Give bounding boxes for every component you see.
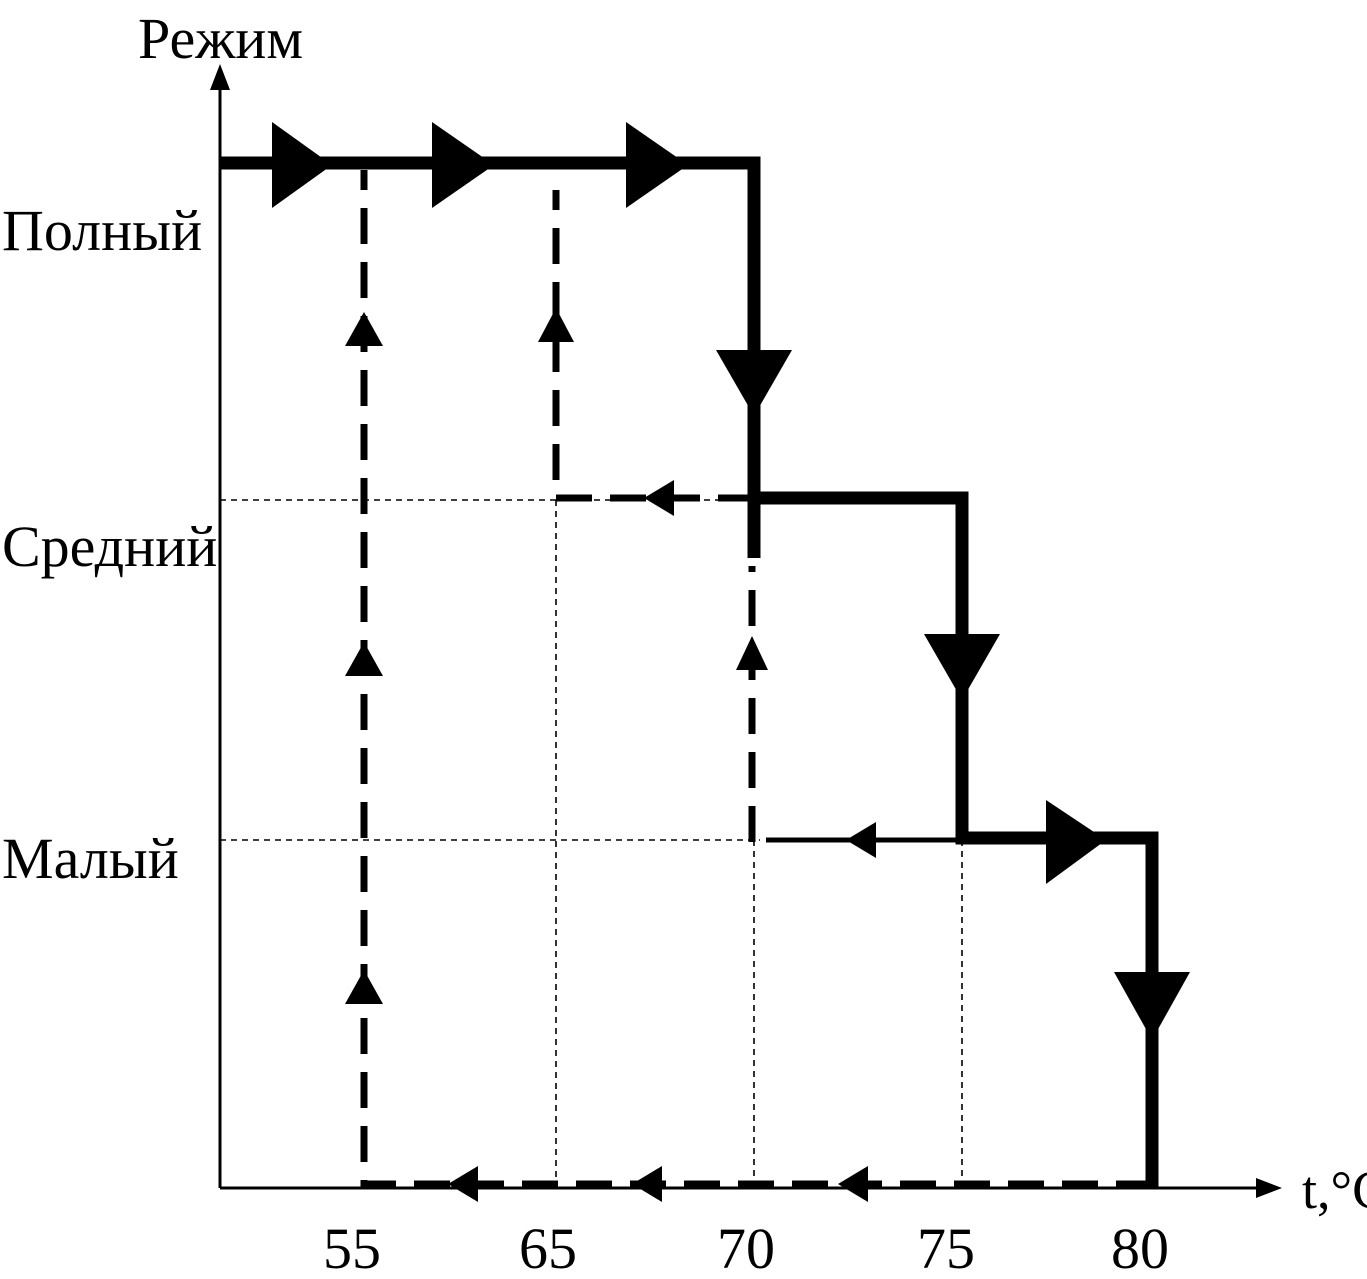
arrow-down-icon [716, 350, 792, 416]
arrow-right-icon [1046, 800, 1106, 884]
mode-label-low: Малый [2, 826, 179, 891]
mode-label-medium: Средний [2, 514, 217, 579]
arrow-down-icon [924, 634, 1000, 700]
heating-path [220, 156, 1159, 1188]
y-axis-title: Режим [138, 6, 303, 71]
cooling-paths [360, 170, 1152, 1188]
arrow-right-icon [272, 122, 332, 208]
arrow-up-icon [345, 642, 383, 676]
arrow-up-icon [736, 636, 768, 670]
cooling-path-main [360, 170, 1152, 1188]
x-tick-65: 65 [519, 1216, 577, 1279]
arrow-up-icon [345, 312, 383, 346]
cooling-path-65 [552, 190, 754, 502]
x-tick-55: 55 [323, 1216, 381, 1279]
arrow-up-icon [538, 308, 574, 342]
arrow-down-icon [1114, 972, 1190, 1040]
x-axis-title: t,°C [1302, 1160, 1367, 1220]
y-axis-arrow-icon [210, 64, 230, 90]
arrow-left-icon [448, 1166, 478, 1202]
mode-label-full: Полный [2, 198, 202, 263]
axes [210, 64, 1282, 1198]
x-axis-arrow-icon [1256, 1178, 1282, 1198]
x-tick-75: 75 [917, 1216, 975, 1279]
heating-path-line [220, 156, 1159, 1188]
arrow-left-icon [846, 822, 876, 858]
cooling-arrows [345, 308, 868, 1202]
heating-arrows [272, 122, 1190, 1040]
x-tick-80: 80 [1111, 1216, 1169, 1279]
arrow-up-icon [345, 970, 383, 1004]
arrow-right-icon [626, 122, 688, 208]
arrow-left-icon [644, 480, 674, 516]
x-tick-70: 70 [717, 1216, 775, 1279]
arrow-left-icon [632, 1166, 662, 1202]
arrow-left-icon [838, 1166, 868, 1202]
arrow-right-icon [432, 122, 494, 208]
grid-lines [220, 499, 963, 1188]
